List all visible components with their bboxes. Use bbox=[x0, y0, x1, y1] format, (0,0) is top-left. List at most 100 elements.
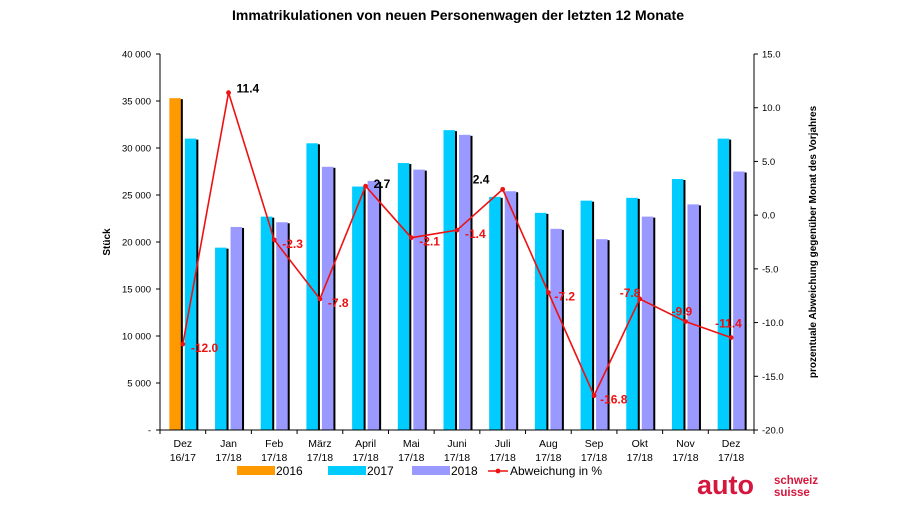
y-left-tick-label: 15 000 bbox=[122, 285, 151, 296]
deviation-line bbox=[180, 90, 734, 399]
legend-swatch-2017 bbox=[328, 466, 366, 475]
x-tick-label-years: 17/18 bbox=[535, 452, 561, 464]
y-right-tick-label: -10.0 bbox=[762, 318, 784, 329]
deviation-point bbox=[454, 227, 460, 233]
deviation-point bbox=[683, 319, 688, 324]
y-left-tick-label: 25 000 bbox=[122, 191, 151, 202]
deviation-point bbox=[271, 237, 277, 243]
y-axis-right: -20.0 -15.0 -10.0 -5.0 0.0 5.0 10.0 15.0 bbox=[754, 50, 784, 437]
bar-2017 bbox=[671, 179, 684, 430]
x-tick-label-month: Feb bbox=[265, 438, 283, 450]
bar-2017 bbox=[260, 216, 273, 430]
bar-2018 bbox=[687, 204, 699, 430]
bar-2017 bbox=[352, 186, 364, 430]
deviation-label: -1.4 bbox=[465, 227, 486, 241]
x-tick-label-years: 17/18 bbox=[490, 452, 516, 464]
deviation-point bbox=[226, 90, 231, 96]
deviation-point bbox=[728, 335, 734, 341]
legend: 2016 2017 2018 Abweichung in % bbox=[237, 464, 602, 478]
y-left-tick-label: 20 000 bbox=[122, 238, 151, 249]
x-tick-label-month: Aug bbox=[539, 438, 558, 450]
logo-suisse-text: suisse bbox=[774, 487, 810, 499]
x-tick-label-years: 17/18 bbox=[581, 452, 607, 464]
bar-2018 bbox=[276, 222, 288, 430]
x-tick-label-years: 17/18 bbox=[398, 452, 424, 464]
x-tick-label-years: 17/18 bbox=[627, 452, 653, 464]
deviation-point bbox=[500, 186, 506, 192]
y-left-tick-label: 40 000 bbox=[122, 50, 151, 61]
bar-2017 bbox=[215, 247, 227, 430]
bar-2017 bbox=[184, 138, 197, 430]
bar-2017 bbox=[580, 200, 593, 430]
deviation-labels: -12.0 11.4 -2.3 -7.8 2.7 -2.1 -1.4 2.4 -7.2 -16.8… bbox=[191, 82, 742, 407]
legend-swatch-2018 bbox=[412, 466, 450, 475]
x-axis-labels: Dez 16/17 Jan 17/18 Feb 17/18 März 17/18 April 17… bbox=[170, 438, 745, 464]
x-tick-label-years: 17/18 bbox=[215, 452, 241, 464]
x-tick-label-month: Mai bbox=[403, 438, 420, 450]
legend-swatch-point bbox=[495, 468, 501, 474]
x-tick-label-month: April bbox=[355, 438, 376, 450]
deviation-label: -2.1 bbox=[419, 235, 440, 249]
x-tick-label-month: Dez bbox=[722, 438, 741, 450]
y-right-tick-label: -15.0 bbox=[762, 372, 784, 383]
bar-2018 bbox=[367, 180, 380, 430]
bar-2016 bbox=[169, 98, 181, 431]
y-left-tick-label: - bbox=[148, 426, 151, 437]
deviation-point bbox=[180, 341, 186, 347]
x-tick-label-years: 17/18 bbox=[672, 452, 698, 464]
y-left-tick-label: 30 000 bbox=[122, 144, 151, 155]
x-tick-label-month: Juli bbox=[495, 438, 511, 450]
legend-label-2018: 2018 bbox=[451, 464, 478, 478]
bar-2018 bbox=[550, 228, 562, 430]
deviation-point bbox=[363, 183, 369, 189]
bar-2017 bbox=[489, 196, 501, 430]
x-tick-label-years: 17/18 bbox=[261, 452, 287, 464]
y-right-tick-label: -5.0 bbox=[762, 264, 778, 275]
axes-lines bbox=[159, 54, 755, 434]
deviation-point bbox=[408, 235, 414, 241]
x-tick-label-years: 16/17 bbox=[170, 452, 196, 464]
bar-2018 bbox=[504, 191, 517, 430]
deviation-label: 2.4 bbox=[473, 172, 490, 186]
x-tick-label-month: Dez bbox=[174, 438, 193, 450]
deviation-label: 2.7 bbox=[374, 177, 391, 191]
bar-2018 bbox=[321, 166, 334, 431]
x-tick-label-month: Okt bbox=[632, 438, 648, 450]
deviation-point bbox=[591, 393, 597, 399]
bar-2018 bbox=[459, 134, 471, 430]
y-left-tick-label: 10 000 bbox=[122, 332, 151, 343]
x-tick-label-month: Juni bbox=[447, 438, 466, 450]
y-right-tick-label: -20.0 bbox=[762, 426, 784, 437]
legend-label-2016: 2016 bbox=[276, 464, 303, 478]
bar-2018 bbox=[230, 226, 243, 430]
bar-2018 bbox=[413, 169, 425, 430]
y2-axis-title: prozentuale Abweichung gegenüber Monat d… bbox=[808, 105, 819, 378]
bar-2017 bbox=[306, 143, 318, 431]
legend-swatch-2016 bbox=[237, 466, 275, 475]
y-left-tick-label: 5 000 bbox=[127, 379, 151, 390]
x-tick-label-month: Sep bbox=[585, 438, 604, 450]
deviation-label: -7.8 bbox=[620, 286, 641, 300]
deviation-label: -7.8 bbox=[328, 296, 349, 310]
bar-2017 bbox=[534, 212, 547, 430]
y-right-tick-label: 15.0 bbox=[762, 50, 781, 61]
y-axis-left: - 5 000 10 000 15 000 20 000 25 000 30 000 35 0… bbox=[122, 50, 160, 437]
legend-label-2017: 2017 bbox=[367, 464, 394, 478]
deviation-point bbox=[637, 296, 643, 302]
y-axis-title: Stück bbox=[102, 228, 113, 256]
x-tick-label-years: 17/18 bbox=[718, 452, 744, 464]
y-right-tick-label: 5.0 bbox=[762, 157, 775, 168]
y-right-tick-label: 10.0 bbox=[762, 103, 781, 114]
x-tick-label-month: Jan bbox=[220, 438, 237, 450]
y-left-tick-label: 35 000 bbox=[122, 97, 151, 108]
x-tick-label-years: 17/18 bbox=[307, 452, 333, 464]
bar-2018 bbox=[733, 171, 745, 430]
logo-auto-text: auto bbox=[697, 470, 754, 500]
bar-2018 bbox=[641, 216, 654, 430]
deviation-label: -9.9 bbox=[671, 304, 692, 318]
deviation-label: -7.2 bbox=[554, 289, 575, 303]
bar-2017 bbox=[397, 163, 410, 431]
y-right-tick-label: 0.0 bbox=[762, 211, 775, 222]
x-tick-label-month: März bbox=[308, 438, 331, 450]
bar-2017 bbox=[717, 138, 730, 430]
